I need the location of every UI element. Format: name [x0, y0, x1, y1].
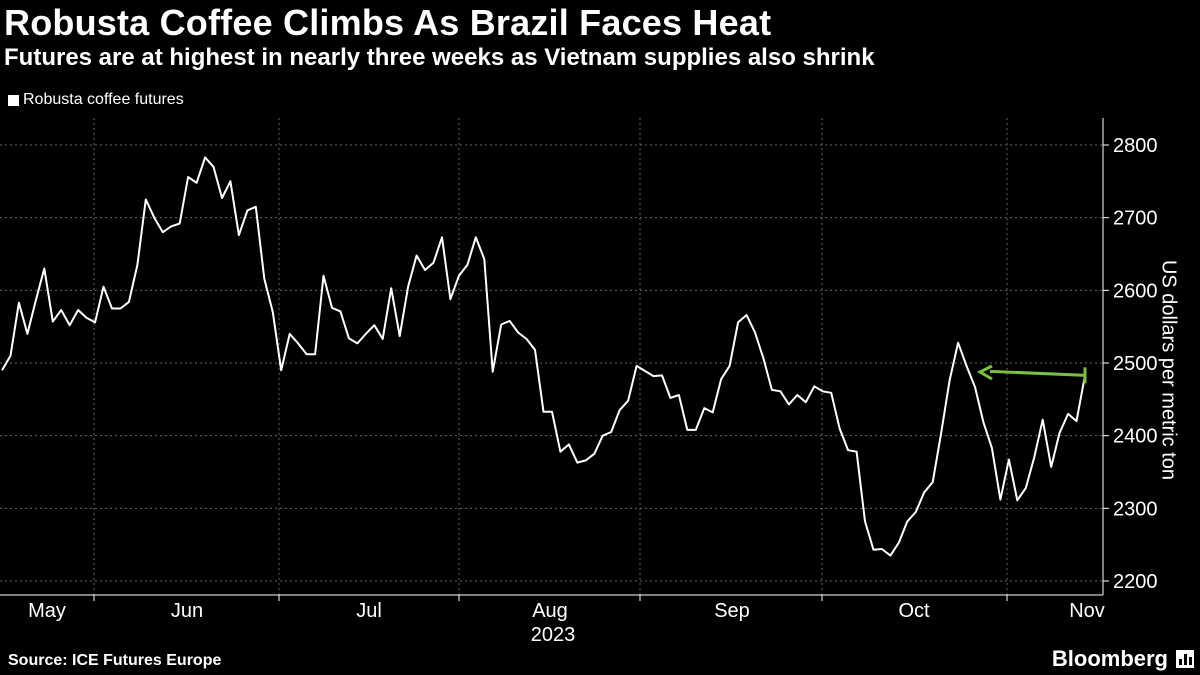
x-tick-label: Sep	[714, 600, 750, 622]
x-tick-label: Oct	[898, 600, 930, 622]
legend: Robusta coffee futures	[8, 91, 184, 109]
y-tick-label: 2600	[1113, 280, 1158, 302]
tick-labels: 2200 2300 2400 2500 2600 2700 2800 May Jun Jul Aug…	[28, 135, 1157, 646]
x-tick-label: Jul	[356, 600, 382, 622]
x-tick-label: May	[28, 600, 66, 622]
brand-logo: Bloomberg	[1052, 646, 1194, 672]
y-axis-label: US dollars per metric ton	[1157, 259, 1180, 481]
y-tick-label: 2300	[1113, 498, 1158, 520]
bloomberg-terminal-icon	[1176, 650, 1194, 668]
y-tick-label: 2200	[1113, 571, 1158, 593]
chart-title: Robusta Coffee Climbs As Brazil Faces He…	[4, 2, 772, 43]
series-line-robusta	[1, 156, 1086, 557]
x-tick-label: Nov	[1069, 600, 1105, 622]
series-layer	[1, 156, 1086, 557]
y-tick-label: 2500	[1113, 353, 1158, 375]
x-tick-label: Aug	[532, 600, 568, 622]
x-tick-label: Jun	[171, 600, 203, 622]
arrow-head-icon	[976, 364, 993, 381]
gridlines	[0, 118, 1103, 595]
x-axis-year-label: 2023	[531, 624, 576, 646]
y-tick-label: 2700	[1113, 208, 1158, 230]
axes	[0, 118, 1109, 601]
y-tick-label: 2800	[1113, 135, 1158, 157]
annotation-layer	[976, 364, 1087, 384]
source-note: Source: ICE Futures Europe	[8, 652, 222, 669]
arrow-shaft	[989, 369, 1087, 377]
legend-swatch	[8, 94, 19, 106]
chart-subtitle: Futures are at highest in nearly three w…	[4, 44, 875, 71]
y-tick-label: 2400	[1113, 426, 1158, 448]
brand-name: Bloomberg	[1051, 646, 1168, 671]
legend-label: Robusta coffee futures	[23, 91, 184, 108]
